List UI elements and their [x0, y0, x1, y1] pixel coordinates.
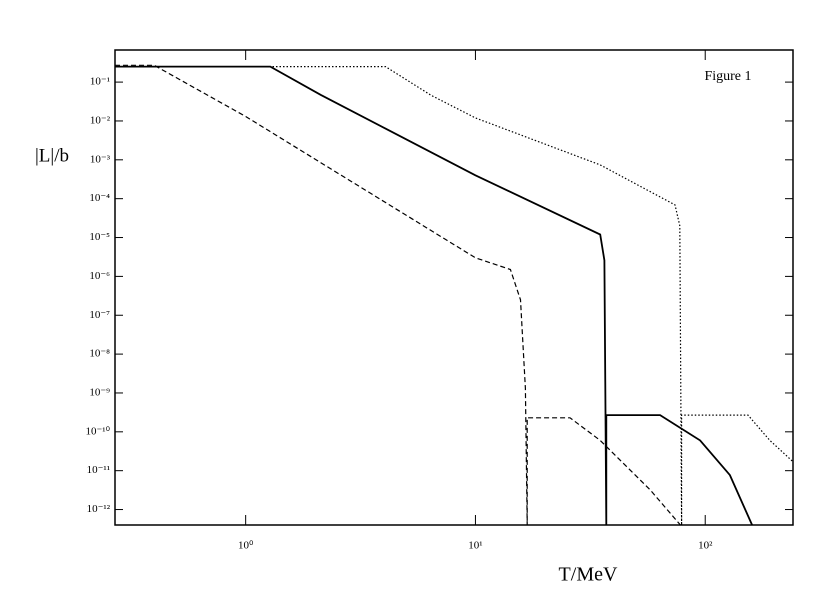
x-axis-label: T/MeV — [559, 564, 618, 586]
y-tick-label: 10⁻⁴ — [89, 192, 110, 204]
plot-frame — [114, 49, 794, 526]
series-line — [115, 64, 681, 525]
x-tick-label: 10⁰ — [238, 540, 254, 552]
x-tick-label: 10² — [698, 540, 713, 552]
y-tick-label: 10⁻⁶ — [89, 270, 110, 282]
y-tick-label: 10⁻¹¹ — [87, 464, 110, 476]
series-line — [115, 65, 753, 525]
annotation: Figure 1 — [704, 69, 751, 84]
y-axis-label: |L|/b — [35, 145, 69, 166]
y-tick-label: 10⁻¹² — [87, 503, 111, 515]
y-tick-label: 10⁻⁸ — [89, 348, 110, 360]
y-tick-label: 10⁻⁷ — [89, 309, 110, 321]
y-tick-label: 10⁻² — [90, 114, 111, 126]
y-tick-label: 10⁻⁵ — [89, 231, 110, 243]
y-tick-label: 10⁻¹ — [90, 76, 110, 88]
series-line — [115, 66, 793, 525]
y-tick-label: 10⁻³ — [90, 153, 111, 165]
y-tick-label: 10⁻⁹ — [89, 386, 110, 398]
x-tick-label: 10¹ — [468, 540, 482, 552]
y-tick-label: 10⁻¹⁰ — [85, 425, 110, 437]
